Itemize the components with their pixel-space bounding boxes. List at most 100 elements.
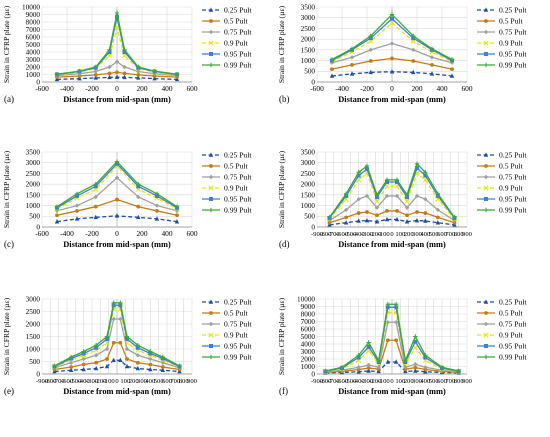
data-point [93,75,98,80]
data-point [414,217,420,223]
data-point [339,368,345,373]
legend-label: 0.5 Pult [224,162,249,171]
y-tick-label: 9000 [301,303,316,311]
legend-marker [208,207,214,213]
legend-marker [483,174,489,180]
data-point [55,213,59,218]
data-point [344,215,349,220]
legend-marker [208,174,214,180]
data-point [404,198,410,204]
data-point [435,220,441,225]
y-tick-label: 1000 [26,345,41,353]
legend-marker [484,311,488,315]
data-point [423,353,428,358]
legend-label: 0.9 Pult [224,39,249,48]
data-point [368,33,373,39]
x-tick-label: -200 [85,229,99,238]
data-point [122,50,127,54]
data-point [107,74,112,80]
legend-label: 0.99 Pult [224,353,252,362]
y-tick-label: 3000 [301,159,316,167]
series-line [329,195,455,222]
x-tick-label: -700 [53,378,66,385]
x-tick-label: -500 [69,378,82,385]
data-point [118,340,123,345]
data-point [343,220,349,225]
legend-label: 0.99 Pult [499,61,527,70]
data-point [114,175,120,180]
data-point [74,216,80,221]
data-point [456,368,461,374]
data-point [93,214,98,220]
data-point [54,204,60,209]
data-point [339,365,345,370]
panel-label: (c) [4,239,14,249]
data-point [93,72,98,77]
x-tick-label: 700 [445,378,456,385]
y-tick-label: 1000 [26,71,41,79]
y-tick-label: 4000 [301,340,316,348]
y-tick-label: 500 [29,358,40,366]
data-point [115,197,119,202]
x-axis-title: Distance from mid-span (mm) [63,240,171,249]
x-tick-label: 200 [136,84,147,93]
legend-marker [209,164,213,168]
data-point [105,337,109,341]
data-point [385,320,391,325]
data-point [81,349,86,354]
y-tick-label: 3500 [301,148,316,156]
x-tick-label: 700 [445,231,456,238]
x-tick-label: 900 [462,378,473,385]
x-tick-label: -800 [319,231,332,238]
data-point [356,218,361,223]
x-tick-label: 700 [170,378,181,385]
y-tick-label: 1500 [26,191,41,199]
x-tick-label: -400 [60,84,74,93]
data-point [122,64,127,70]
data-point [376,358,381,363]
data-point [177,363,182,369]
chart-panel-1: 0100020003000400050006000700080009000100… [2,3,252,104]
data-point [148,366,153,372]
data-point [174,219,180,224]
data-point [414,193,420,199]
data-point [135,345,140,350]
x-tick-label: -200 [360,84,374,93]
x-tick-label: 900 [187,378,198,385]
data-point [152,74,157,78]
legend-marker [483,321,489,327]
data-point [385,209,389,213]
data-point [54,219,60,224]
y-tick-label: 500 [304,213,315,221]
y-axis-title: Strain in CFRP plate (µε) [277,150,286,228]
data-point [115,70,119,75]
y-tick-label: 2000 [26,63,41,71]
data-point [374,205,380,210]
x-tick-label: -300 [361,231,374,238]
panel-label: (b) [279,94,290,104]
data-point [77,68,82,74]
legend-label: 0.5 Pult [499,17,524,26]
data-point [125,337,129,341]
y-tick-label: 10000 [22,3,40,11]
series-0-5-pult [330,56,454,72]
data-point [384,216,390,222]
legend-marker [483,207,489,213]
x-tick-label: 600 [461,84,472,93]
data-point [368,59,373,63]
data-point [366,340,371,345]
y-axis-title: Strain in CFRP plate (µε) [2,5,11,83]
data-point [395,209,399,213]
y-tick-label: 10000 [297,295,315,303]
legend-label: 0.75 Pult [224,320,252,329]
data-point [423,355,428,360]
data-point [111,316,116,322]
y-tick-label: 8000 [301,310,316,318]
legend-marker [208,332,214,338]
y-axis-title: Strain in CFRP plate (µε) [2,297,11,375]
data-point [329,57,335,62]
data-point [107,50,112,54]
data-point [411,59,416,63]
data-point [52,363,57,369]
